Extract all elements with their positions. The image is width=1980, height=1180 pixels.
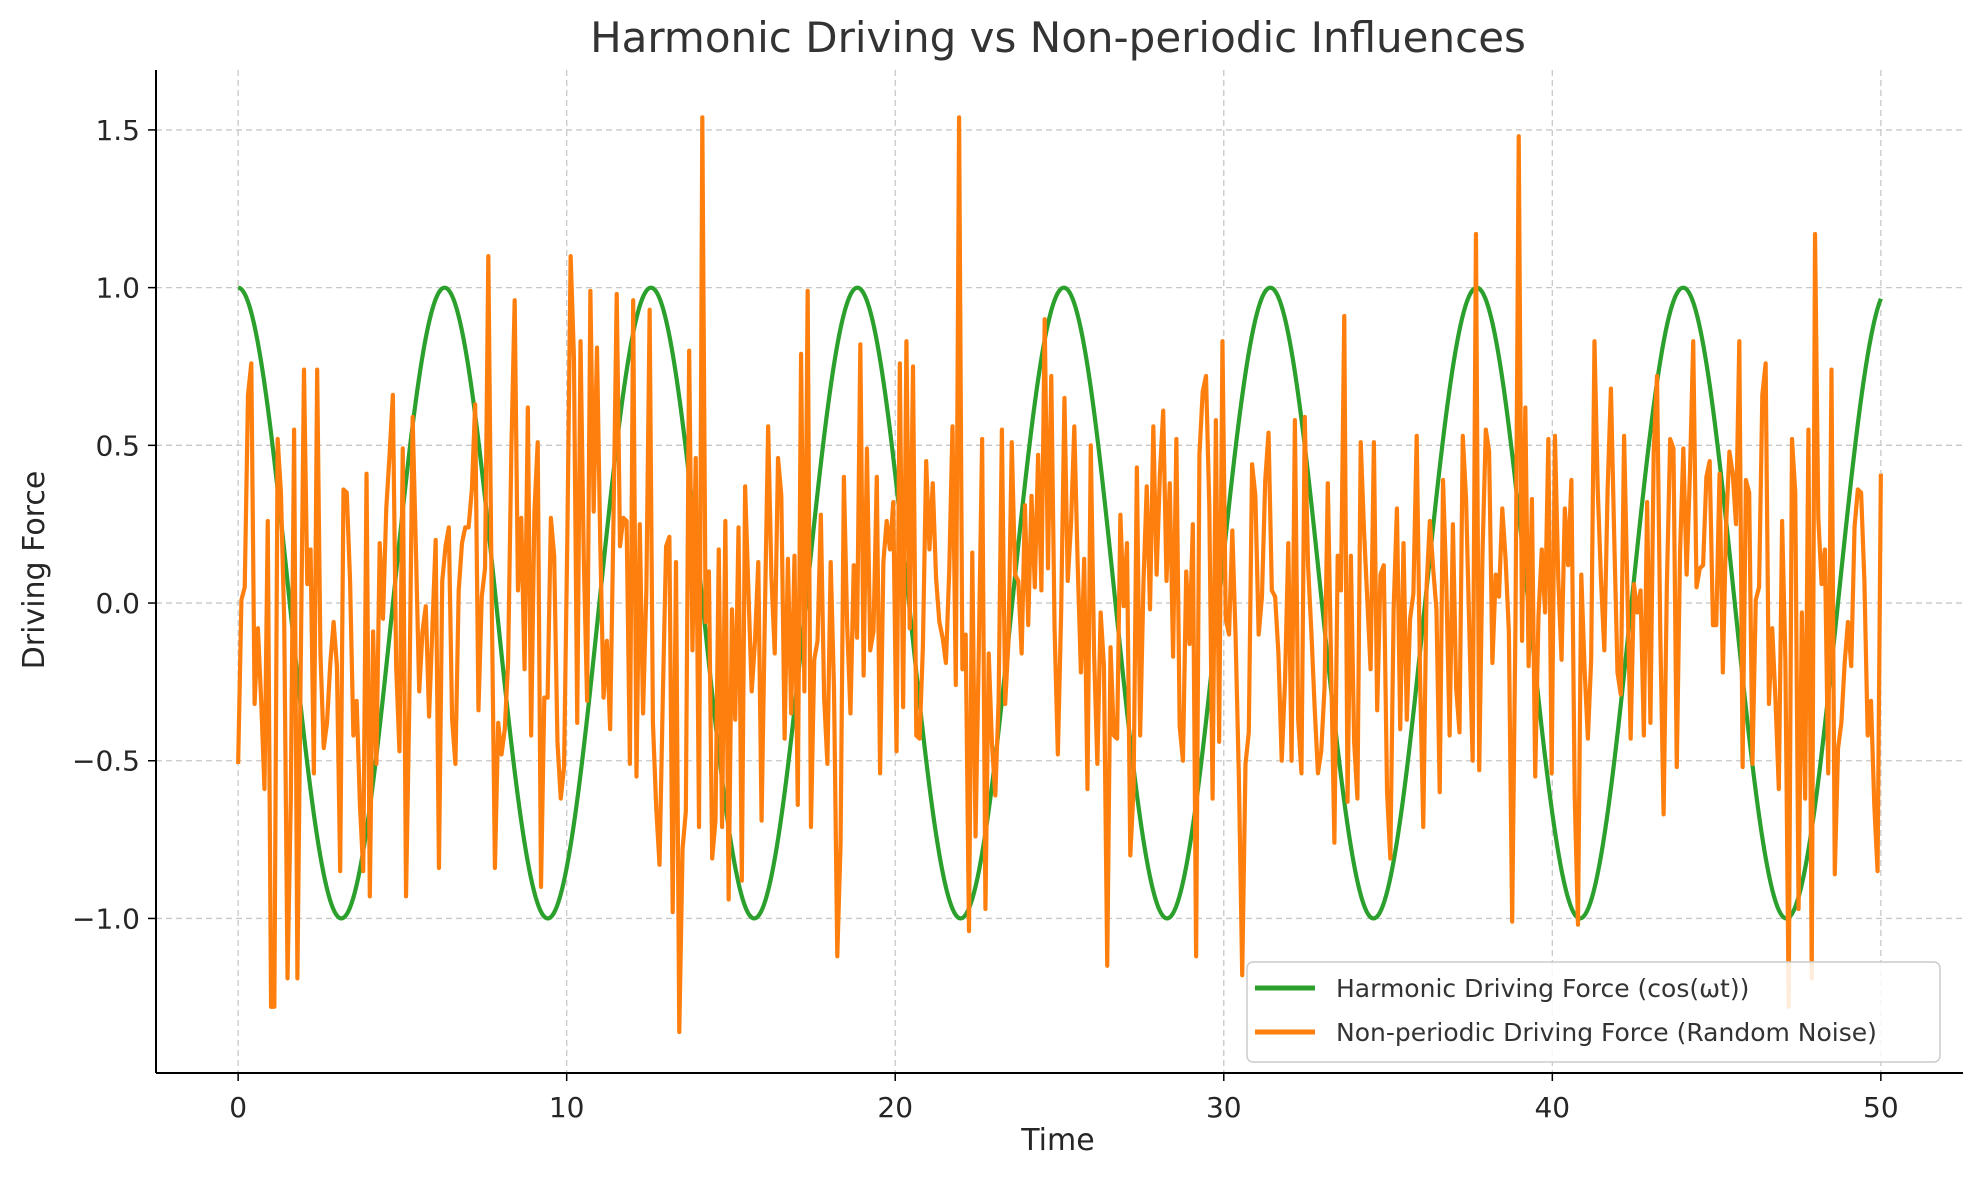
x-tick-label: 0 [229,1091,247,1124]
y-tick-label: 0.5 [95,429,140,462]
ticks: 0 10 20 30 40 50 1.5 1.0 0.5 0.0 −0.5 −1.0 [72,114,1899,1124]
x-tick-label: 40 [1534,1091,1570,1124]
axes [155,70,1963,1074]
y-tick-label: 0.0 [95,587,140,620]
x-tick-label: 50 [1863,1091,1899,1124]
y-tick-label: −1.0 [72,902,140,935]
plot-series [236,115,1883,1035]
x-tick-label: 20 [877,1091,913,1124]
legend-label-noise: Non-periodic Driving Force (Random Noise… [1336,1018,1877,1047]
chart-title: Harmonic Driving vs Non-periodic Influen… [590,13,1526,62]
x-tick-label: 10 [549,1091,585,1124]
legend-box [1246,961,1941,1063]
y-tick-label: −0.5 [72,745,140,778]
x-tick-label: 30 [1206,1091,1242,1124]
y-tick-label: 1.0 [95,272,140,305]
y-axis-label: Driving Force [17,471,52,670]
series-line-harmonic [237,285,1883,921]
legend: Harmonic Driving Force (cos(ωt)) Non-per… [1246,961,1941,1063]
series-line-noise [236,115,1883,1035]
y-tick-label: 1.5 [95,114,140,147]
legend-label-harmonic: Harmonic Driving Force (cos(ωt)) [1336,974,1749,1003]
x-axis-label: Time [1020,1123,1094,1158]
